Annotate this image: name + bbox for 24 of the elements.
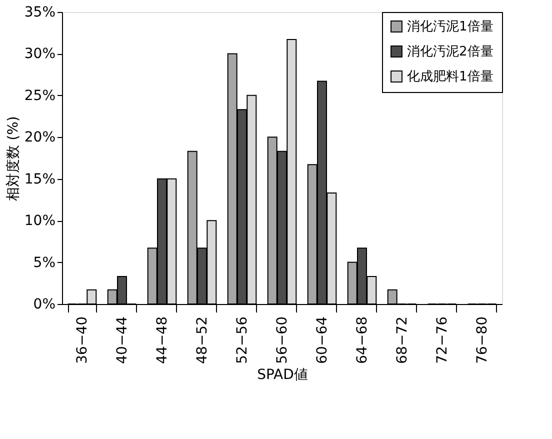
x-tick-label: 48−52 xyxy=(194,316,210,364)
y-tick-label: 25% xyxy=(24,88,56,104)
x-tick-label: 56−60 xyxy=(274,316,290,364)
x-axis-title: SPAD値 xyxy=(257,366,308,383)
x-tick-label: 44−48 xyxy=(154,316,170,364)
x-tick-label: 64−68 xyxy=(354,316,370,364)
y-tick-label: 5% xyxy=(33,254,56,271)
y-tick-label: 30% xyxy=(24,46,56,62)
legend-label: 消化汚泥1倍量 xyxy=(407,20,494,34)
x-tick-label: 72−76 xyxy=(434,316,450,364)
x-tick-label: 76−80 xyxy=(474,316,490,364)
x-tick-label: 52−56 xyxy=(234,316,250,364)
y-axis-title: 相対度数 (%) xyxy=(5,116,22,201)
x-tick-label: 40−44 xyxy=(114,316,130,364)
y-tick-label: 35% xyxy=(24,4,56,20)
legend-label: 消化汚泥2倍量 xyxy=(407,44,494,60)
x-tick-label: 60−64 xyxy=(314,316,330,364)
y-tick-label: 20% xyxy=(24,130,56,146)
y-tick-label: 0% xyxy=(33,296,56,312)
legend-label: 化成肥料1倍量 xyxy=(407,70,494,84)
y-tick-label: 15% xyxy=(24,171,56,188)
x-tick-label: 68−72 xyxy=(394,316,410,364)
x-tick-label: 36−40 xyxy=(74,316,90,364)
y-tick-label: 10% xyxy=(24,213,56,230)
